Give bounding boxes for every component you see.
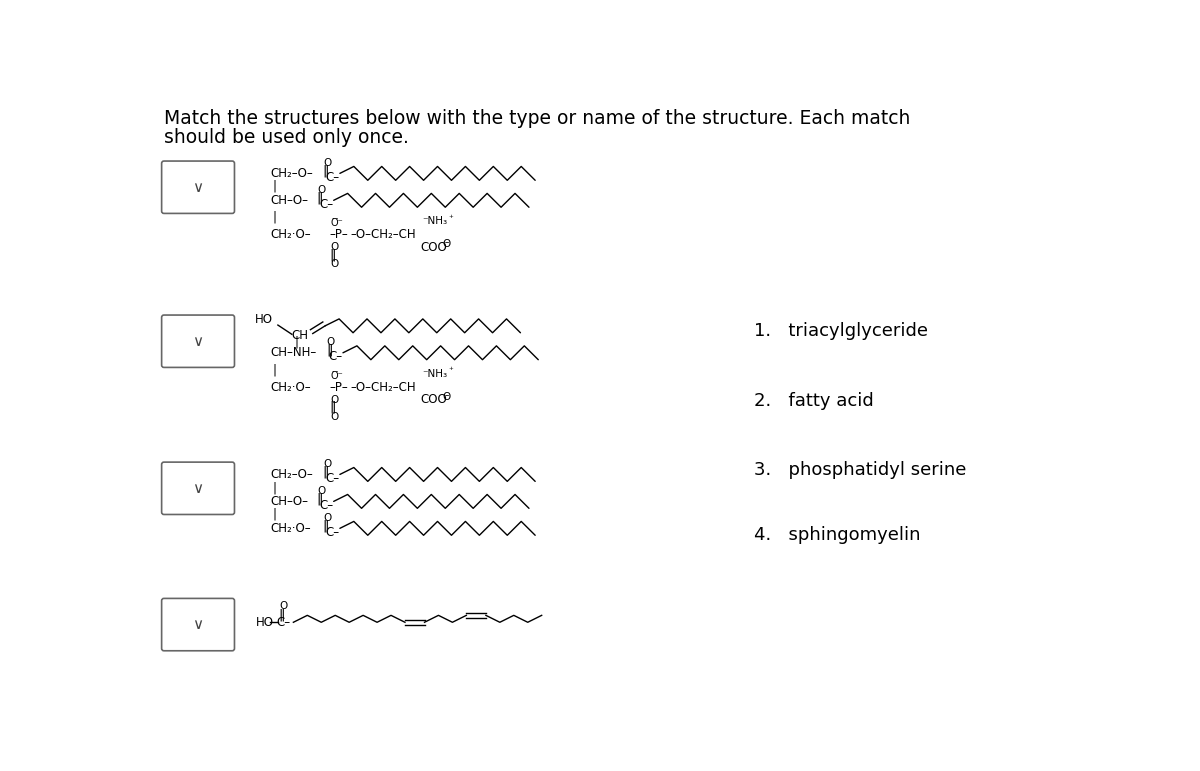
- Text: ⁺: ⁺: [449, 214, 454, 223]
- Text: C–: C–: [325, 170, 340, 183]
- Text: ⁻NH₃: ⁻NH₃: [422, 216, 448, 226]
- Text: ‖: ‖: [317, 191, 323, 204]
- Text: |: |: [294, 335, 298, 348]
- Text: O: O: [317, 184, 325, 194]
- Text: CH₂–O–: CH₂–O–: [270, 468, 313, 481]
- FancyBboxPatch shape: [162, 315, 234, 368]
- Text: HO: HO: [254, 313, 272, 326]
- Text: ⁻NH₃: ⁻NH₃: [422, 369, 448, 379]
- Text: HO: HO: [256, 616, 274, 629]
- Text: |: |: [272, 508, 276, 521]
- Text: C–: C–: [329, 350, 342, 363]
- Text: COO: COO: [420, 393, 448, 406]
- Text: ‖: ‖: [326, 344, 332, 357]
- Text: –O–CH₂–CH: –O–CH₂–CH: [350, 228, 416, 241]
- Text: O: O: [324, 513, 332, 523]
- Text: ‖: ‖: [323, 466, 330, 479]
- Text: 2.   fatty acid: 2. fatty acid: [755, 392, 875, 409]
- Text: O: O: [330, 395, 338, 405]
- Text: ‖: ‖: [278, 608, 284, 621]
- Text: ∨: ∨: [192, 180, 204, 195]
- Text: CH₂·O–: CH₂·O–: [270, 228, 311, 241]
- Text: should be used only once.: should be used only once.: [164, 128, 409, 147]
- Text: |: |: [272, 363, 276, 376]
- Text: CH₂–O–: CH₂–O–: [270, 167, 313, 180]
- Text: –P–: –P–: [330, 228, 348, 241]
- Text: ‖: ‖: [329, 248, 336, 261]
- Text: ⁺: ⁺: [449, 366, 454, 375]
- FancyBboxPatch shape: [162, 598, 234, 651]
- Text: 3.   phosphatidyl serine: 3. phosphatidyl serine: [755, 461, 967, 479]
- Text: |: |: [272, 210, 276, 224]
- Text: O: O: [330, 242, 338, 252]
- Text: C–: C–: [319, 499, 334, 512]
- FancyBboxPatch shape: [162, 462, 234, 514]
- Text: |: |: [272, 481, 276, 494]
- Text: O: O: [324, 459, 332, 469]
- Text: |: |: [272, 180, 276, 193]
- Text: Match the structures below with the type or name of the structure. Each match: Match the structures below with the type…: [164, 109, 911, 129]
- Text: O̅⁻: O̅⁻: [330, 218, 343, 228]
- Text: Θ: Θ: [442, 239, 450, 249]
- Text: CH₂·O–: CH₂·O–: [270, 522, 311, 535]
- Text: CH: CH: [292, 329, 308, 342]
- Text: ‖: ‖: [323, 164, 330, 177]
- Text: ‖: ‖: [329, 401, 336, 414]
- Text: –O–CH₂–CH: –O–CH₂–CH: [350, 381, 416, 394]
- Text: CH–NH–: CH–NH–: [270, 346, 317, 359]
- Text: CH₂·O–: CH₂·O–: [270, 381, 311, 394]
- Text: 1.   triacylglyceride: 1. triacylglyceride: [755, 322, 929, 340]
- Text: C–: C–: [325, 472, 340, 485]
- Text: O: O: [317, 486, 325, 496]
- Text: –P–: –P–: [330, 381, 348, 394]
- Text: CH–O–: CH–O–: [270, 194, 308, 207]
- Text: O: O: [280, 601, 288, 611]
- Text: ‖: ‖: [317, 493, 323, 506]
- Text: 4.   sphingomyelin: 4. sphingomyelin: [755, 527, 922, 544]
- Text: ‖: ‖: [323, 520, 330, 533]
- FancyBboxPatch shape: [162, 161, 234, 214]
- Text: C–: C–: [276, 616, 290, 629]
- Text: O: O: [324, 157, 332, 167]
- Text: O̅⁻: O̅⁻: [330, 371, 343, 381]
- Text: ∨: ∨: [192, 334, 204, 348]
- Text: O: O: [326, 337, 335, 347]
- Text: Θ: Θ: [442, 392, 450, 402]
- Text: COO: COO: [420, 241, 448, 254]
- Text: ∨: ∨: [192, 617, 204, 632]
- Text: CH–O–: CH–O–: [270, 495, 308, 508]
- Text: O: O: [330, 412, 338, 422]
- Text: O: O: [330, 259, 338, 269]
- Text: C–: C–: [325, 526, 340, 539]
- Text: C–: C–: [319, 197, 334, 210]
- Text: ∨: ∨: [192, 481, 204, 496]
